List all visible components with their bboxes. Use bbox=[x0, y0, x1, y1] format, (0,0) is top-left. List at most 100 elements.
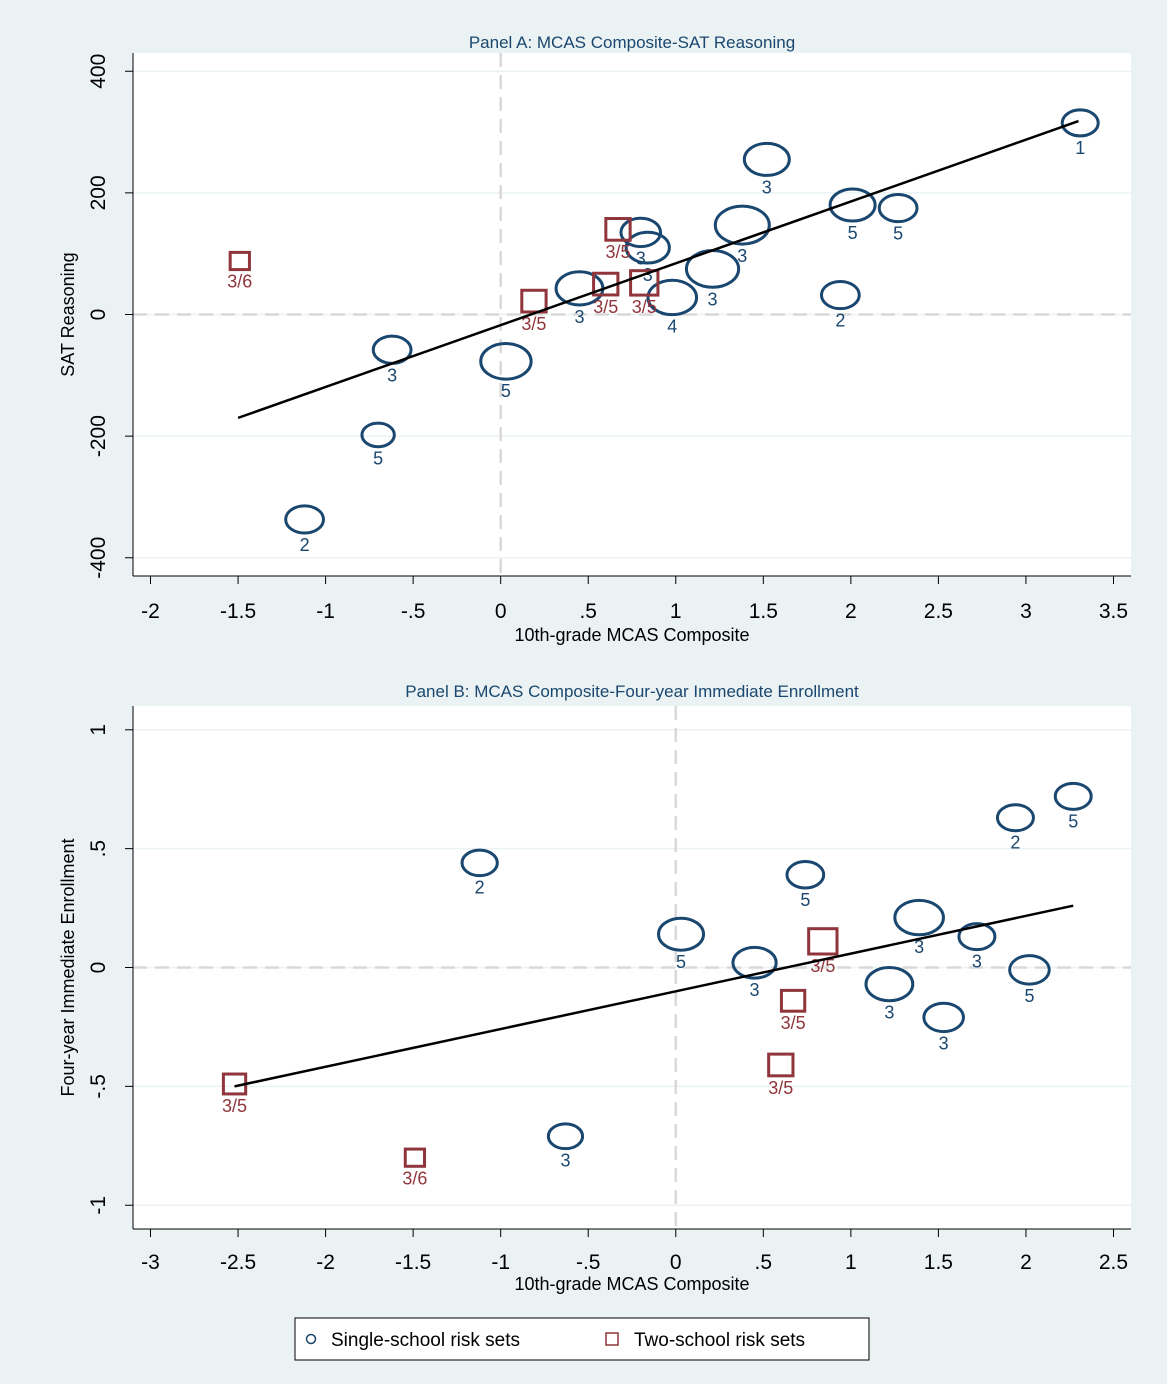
two-school-marker bbox=[767, 1052, 795, 1078]
point-label: 3/5 bbox=[222, 1096, 247, 1116]
point-label: 5 bbox=[501, 381, 511, 401]
point-label: 3 bbox=[884, 1003, 894, 1023]
single-school-marker bbox=[619, 216, 663, 249]
point-label: 3/5 bbox=[593, 297, 618, 317]
single-school-marker bbox=[460, 848, 499, 878]
y-tick-label: -1 bbox=[87, 1196, 110, 1215]
y-tick-label: 400 bbox=[87, 54, 110, 89]
single-school-marker bbox=[1008, 954, 1051, 986]
two-school-marker bbox=[807, 927, 839, 956]
legend-item-single-school: Single-school risk sets bbox=[331, 1330, 520, 1351]
point-label: 5 bbox=[676, 952, 686, 972]
single-school-marker bbox=[713, 204, 771, 246]
legend-circle-marker bbox=[305, 1333, 317, 1345]
x-tick-label: 2.5 bbox=[1099, 1251, 1128, 1274]
legend: Single-school risk sets Two-school risk … bbox=[294, 1317, 870, 1361]
point-label: 3 bbox=[914, 937, 924, 957]
point-label: 3 bbox=[708, 289, 718, 309]
single-school-marker bbox=[646, 278, 699, 317]
x-tick-label: 1.5 bbox=[749, 600, 778, 623]
point-label: 3/5 bbox=[521, 314, 546, 334]
x-tick-label: -2 bbox=[141, 600, 160, 623]
x-tick-label: -1.5 bbox=[395, 1251, 431, 1274]
point-label: 3/6 bbox=[227, 272, 252, 292]
point-label: 2 bbox=[1010, 833, 1020, 853]
y-tick-label: -200 bbox=[87, 415, 110, 457]
fit-line bbox=[237, 119, 1079, 420]
point-label: 2 bbox=[475, 878, 485, 898]
point-label: 2 bbox=[835, 311, 845, 331]
point-label: 3 bbox=[750, 980, 760, 1000]
two-school-marker bbox=[604, 217, 632, 242]
point-label: 4 bbox=[667, 317, 677, 337]
x-tick-label: -1 bbox=[491, 1251, 510, 1274]
x-tick-label: 0 bbox=[670, 1251, 682, 1274]
single-school-marker bbox=[828, 187, 877, 223]
two-school-marker bbox=[520, 288, 548, 314]
legend-square-marker bbox=[605, 1332, 619, 1346]
single-school-marker bbox=[657, 916, 706, 952]
single-school-marker bbox=[995, 803, 1035, 833]
single-school-marker bbox=[877, 192, 919, 224]
point-label: 3 bbox=[643, 265, 653, 285]
point-label: 3 bbox=[737, 246, 747, 266]
single-school-marker bbox=[1060, 108, 1100, 138]
y-axis-label: SAT Reasoning bbox=[58, 252, 78, 376]
point-label: 3 bbox=[972, 952, 982, 972]
x-axis-label: 10th-grade MCAS Composite bbox=[514, 625, 749, 645]
point-label: 3 bbox=[762, 177, 772, 197]
point-label: 5 bbox=[1024, 986, 1034, 1006]
x-tick-label: 3 bbox=[1020, 600, 1032, 623]
single-school-marker bbox=[284, 504, 325, 535]
x-axis-label: 10th-grade MCAS Composite bbox=[514, 1274, 749, 1294]
single-school-marker bbox=[1053, 781, 1093, 811]
fit-line bbox=[234, 904, 1074, 1088]
x-tick-label: -.5 bbox=[576, 1251, 601, 1274]
point-label: 3/5 bbox=[632, 297, 657, 317]
single-school-marker bbox=[479, 342, 533, 381]
y-tick-label: 1 bbox=[87, 724, 110, 736]
y-tick-label: 0 bbox=[87, 309, 110, 321]
x-tick-label: 1 bbox=[670, 600, 682, 623]
single-school-marker bbox=[893, 898, 945, 937]
x-tick-label: 2 bbox=[845, 600, 857, 623]
single-school-marker bbox=[546, 1122, 585, 1151]
y-tick-label: -400 bbox=[87, 537, 110, 579]
y-tick-label: 0 bbox=[87, 962, 110, 974]
x-tick-label: 0 bbox=[495, 600, 507, 623]
point-label: 3 bbox=[574, 307, 584, 327]
point-label: 3 bbox=[939, 1034, 949, 1054]
single-school-marker bbox=[957, 922, 997, 952]
x-tick-label: -3 bbox=[141, 1251, 160, 1274]
panel-title: Panel A: MCAS Composite-SAT Reasoning bbox=[469, 33, 795, 52]
y-tick-label: .5 bbox=[87, 840, 110, 858]
point-label: 5 bbox=[893, 224, 903, 244]
x-tick-label: 2.5 bbox=[924, 600, 953, 623]
x-tick-label: .5 bbox=[579, 600, 597, 623]
x-tick-label: .5 bbox=[755, 1251, 773, 1274]
x-tick-label: -2.5 bbox=[220, 1251, 256, 1274]
point-label: 5 bbox=[800, 890, 810, 910]
point-label: 5 bbox=[848, 223, 858, 243]
panel-a: -2 -1.5 -1 -.5 0 .5 1 1.5 2 2.5 3 3.5 -400 -200 0 200 40… bbox=[58, 33, 1131, 645]
legend-item-two-school: Two-school risk sets bbox=[634, 1330, 805, 1351]
x-tick-label: 1 bbox=[845, 1251, 857, 1274]
x-tick-label: 1.5 bbox=[924, 1251, 953, 1274]
x-tick-label: -.5 bbox=[401, 600, 426, 623]
two-school-marker bbox=[228, 250, 251, 272]
single-school-marker bbox=[731, 945, 778, 980]
point-label: 3/5 bbox=[768, 1078, 793, 1098]
two-school-marker bbox=[779, 988, 807, 1013]
single-school-marker bbox=[742, 141, 791, 177]
single-school-marker bbox=[819, 279, 861, 311]
point-label: 3 bbox=[636, 249, 646, 269]
two-school-marker bbox=[629, 269, 660, 297]
point-label: 1 bbox=[1075, 138, 1085, 158]
point-label: 3/6 bbox=[402, 1168, 427, 1188]
two-school-marker bbox=[403, 1147, 427, 1168]
single-school-marker bbox=[360, 421, 396, 449]
x-tick-label: -1 bbox=[316, 600, 335, 623]
panel-b: -3 -2.5 -2 -1.5 -1 -.5 0 .5 1 1.5 2 2.5 -1 -.5 0 .5 1 Pan… bbox=[58, 682, 1131, 1294]
point-label: 5 bbox=[1068, 811, 1078, 831]
